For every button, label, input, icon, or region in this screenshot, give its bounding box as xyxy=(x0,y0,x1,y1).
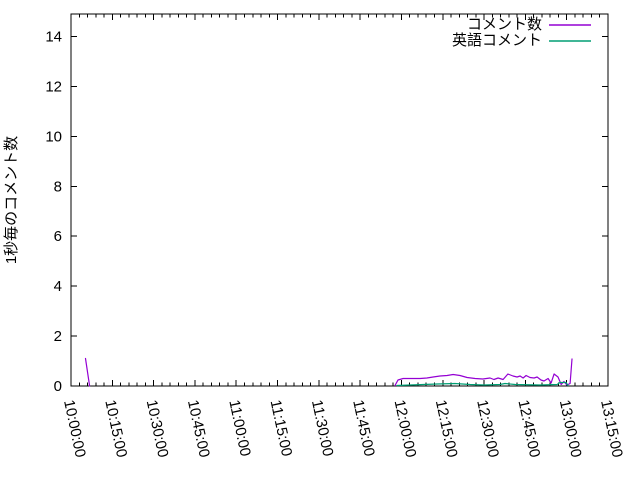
y-tick-label: 6 xyxy=(54,228,62,245)
x-tick-label: 12:45:00 xyxy=(514,398,543,459)
x-tick-label: 12:30:00 xyxy=(473,398,502,459)
x-axis-ticks xyxy=(70,14,609,386)
y-tick-label: 4 xyxy=(54,278,62,295)
y-tick-label: 0 xyxy=(54,378,62,395)
y-axis-ticks: 0 2 4 6 8 10 12 14 xyxy=(45,28,608,395)
legend-label: 英語コメント xyxy=(452,31,542,49)
x-tick-label: 10:45:00 xyxy=(184,398,213,459)
plot-border xyxy=(70,13,609,387)
series-line xyxy=(394,358,573,387)
x-tick-label: 10:15:00 xyxy=(101,398,130,459)
y-tick-label: 12 xyxy=(45,78,62,95)
x-tick-label: 13:00:00 xyxy=(556,398,585,459)
x-tick-label: 10:00:00 xyxy=(60,398,89,459)
y-tick-label: 2 xyxy=(54,328,62,345)
x-tick-label: 11:30:00 xyxy=(308,398,337,458)
x-tick-label: 11:15:00 xyxy=(267,398,296,458)
legend-label: コメント数 xyxy=(467,16,542,33)
y-tick-label: 14 xyxy=(45,28,62,45)
series-line xyxy=(84,357,91,387)
series-line xyxy=(396,381,569,387)
x-tick-label: 11:00:00 xyxy=(225,398,254,458)
series-comment-count xyxy=(84,357,573,387)
y-tick-label: 8 xyxy=(54,178,62,195)
x-tick-label: 13:15:00 xyxy=(597,398,626,459)
x-tick-label: 10:30:00 xyxy=(143,398,172,459)
x-axis-labels: 10:00:00 10:15:00 10:30:00 10:45:00 11:00:00… xyxy=(60,398,626,459)
x-tick-label: 12:00:00 xyxy=(391,398,420,459)
series-english-comments xyxy=(396,381,569,387)
x-tick-label: 12:15:00 xyxy=(432,398,461,459)
y-tick-label: 10 xyxy=(45,128,62,145)
x-tick-label: 11:45:00 xyxy=(349,398,378,458)
y-axis-label: 1秒毎のコメント数 xyxy=(3,136,20,264)
